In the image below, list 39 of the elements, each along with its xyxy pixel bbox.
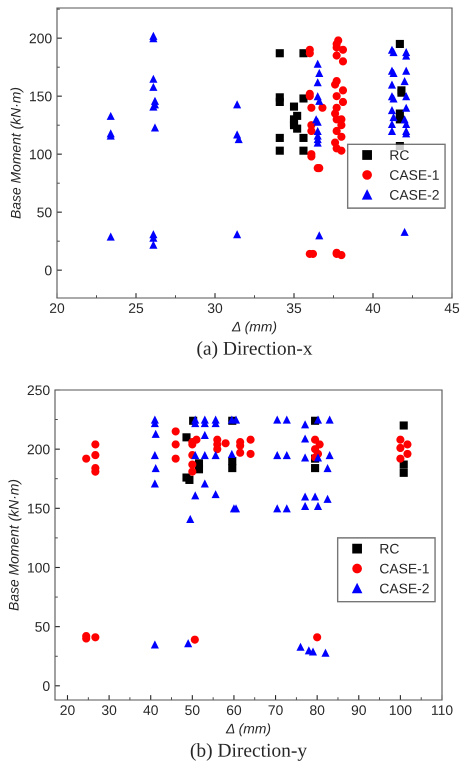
x-tick-label: 40 <box>366 303 380 314</box>
y-tick-label: 150 <box>28 504 50 514</box>
x-tick-label: 60 <box>226 705 242 716</box>
text: (a) Direction-x <box>197 341 312 359</box>
y-tick-label: 150 <box>30 91 52 102</box>
x-tick-label: 35 <box>286 303 302 314</box>
x-tick-label: 50 <box>185 705 200 716</box>
legend-label: CASE-2 <box>380 584 429 594</box>
x-axis-title: Δ (mm) <box>226 723 270 736</box>
legend-label: CASE-1 <box>380 564 429 574</box>
x-axis-title: Δ (mm) <box>232 321 276 334</box>
x-tick-label: 70 <box>268 705 283 716</box>
y-tick-label: 100 <box>30 149 52 160</box>
y-tick-label: 50 <box>35 622 50 632</box>
legend-label: RC <box>390 150 409 160</box>
y-tick-label: 0 <box>42 681 50 691</box>
x-tick-label: 90 <box>352 705 366 716</box>
y-axis-title: Base Moment (kN·m) <box>8 480 22 611</box>
x-tick-label: 20 <box>50 303 64 314</box>
y-axis-title: Base Moment (kN·m) <box>10 88 24 219</box>
x-tick-label: 20 <box>60 705 75 716</box>
legend-label: CASE-2 <box>390 190 439 200</box>
legend-label: CASE-1 <box>390 170 439 180</box>
y-tick-label: 200 <box>28 444 50 454</box>
legend-label: RC <box>380 544 399 554</box>
x-tick-label: 45 <box>444 303 460 314</box>
x-tick-label: 25 <box>128 303 144 314</box>
y-tick-label: 100 <box>28 562 50 573</box>
x-tick-label: 80 <box>310 705 324 716</box>
y-tick-label: 250 <box>28 385 50 396</box>
x-tick-label: 30 <box>102 705 116 716</box>
x-tick-label: 100 <box>390 705 412 716</box>
y-tick-label: 50 <box>37 207 52 218</box>
y-tick-label: 0 <box>44 265 52 276</box>
x-tick-label: 30 <box>208 303 222 314</box>
text: (b) Direction-y <box>190 743 308 761</box>
x-tick-label: 110 <box>432 705 453 716</box>
y-tick-label: 200 <box>30 33 52 44</box>
x-tick-label: 40 <box>143 705 158 716</box>
